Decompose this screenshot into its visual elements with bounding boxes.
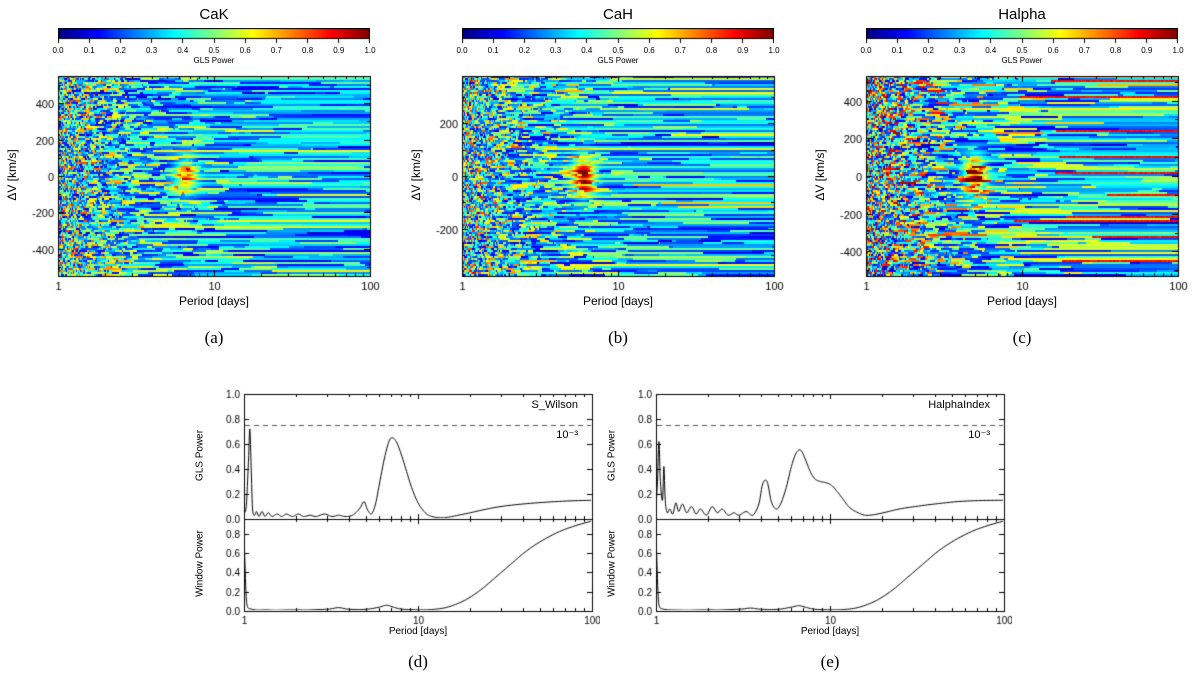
colorbar-tick-label: 1.0 bbox=[364, 46, 376, 55]
colorbar-tick-label: 0.9 bbox=[737, 46, 749, 55]
x-axis-label: Period [days] bbox=[178, 294, 250, 308]
caption: (d) bbox=[408, 652, 428, 671]
panel-swilson: GLS Power Window Power S_Wilson 10⁻³ Per… bbox=[188, 384, 600, 684]
x-axis-label: Period [days] bbox=[582, 294, 654, 308]
panel-cak: CaK 0.0 0.1 0.2 0.3 0.4 0.5 0.6 0.7 0.8 0.9 1.0 GL… bbox=[0, 6, 392, 358]
colorbar-tick-label: 0.4 bbox=[177, 46, 189, 55]
series-annotation: S_Wilson bbox=[531, 399, 578, 411]
colorbar-tick-label: 0.8 bbox=[302, 46, 314, 55]
y-axis-label-gls: GLS Power bbox=[606, 429, 618, 482]
heatmap-row: CaK 0.0 0.1 0.2 0.3 0.4 0.5 0.6 0.7 0.8 0.9 1.0 GL… bbox=[0, 6, 1200, 358]
colorbar-tick-label: 0.4 bbox=[581, 46, 593, 55]
colorbar-tick-label: 0.2 bbox=[922, 46, 934, 55]
colorbar-label: GLS Power bbox=[597, 56, 639, 65]
colorbar-tick-label: 0.0 bbox=[52, 46, 64, 55]
colorbar-tick-label: 0.1 bbox=[487, 46, 499, 55]
colorbar-tick-label: 0.9 bbox=[333, 46, 345, 55]
caption: (a) bbox=[204, 328, 224, 347]
colorbar-tick-label: 0.8 bbox=[706, 46, 718, 55]
panel-halphaindex: GLS Power Window Power HalphaIndex 10⁻³ … bbox=[600, 384, 1012, 684]
periodogram-row: GLS Power Window Power S_Wilson 10⁻³ Per… bbox=[0, 384, 1200, 684]
colorbar bbox=[462, 28, 774, 46]
panel-title: CaK bbox=[199, 6, 229, 23]
colorbar-tick-label: 0.2 bbox=[518, 46, 530, 55]
caption: (c) bbox=[1012, 328, 1032, 347]
y-axis-label: ΔV [km/s] bbox=[5, 149, 19, 201]
y-axis-label-window: Window Power bbox=[194, 530, 206, 597]
colorbar-tick-label: 0.5 bbox=[612, 46, 624, 55]
x-axis-label: Period [days] bbox=[800, 626, 860, 637]
y-axis-label-window: Window Power bbox=[606, 530, 618, 597]
panel-title: Halpha bbox=[998, 6, 1046, 23]
fap-level-label: 10⁻³ bbox=[968, 429, 990, 441]
colorbar-tick-label: 0.7 bbox=[1078, 46, 1090, 55]
colorbar-label: GLS Power bbox=[193, 56, 235, 65]
colorbar-tick-label: 0.3 bbox=[954, 46, 966, 55]
colorbar-tick-label: 0.3 bbox=[146, 46, 158, 55]
caption: (e) bbox=[820, 652, 840, 671]
colorbar-tick-label: 0.4 bbox=[985, 46, 997, 55]
y-axis-label: ΔV [km/s] bbox=[813, 149, 827, 201]
colorbar-tick-label: 0.7 bbox=[674, 46, 686, 55]
heatmap-canvas bbox=[404, 68, 796, 296]
colorbar-tick-label: 0.0 bbox=[456, 46, 468, 55]
y-axis-label: ΔV [km/s] bbox=[409, 149, 423, 201]
colorbar-tick-label: 0.0 bbox=[860, 46, 872, 55]
colorbar-tick-label: 1.0 bbox=[1172, 46, 1184, 55]
panel-title: CaH bbox=[602, 6, 633, 23]
panel-halpha: Halpha 0.0 0.1 0.2 0.3 0.4 0.5 0.6 0.7 0.8 0.9 1.0… bbox=[808, 6, 1200, 358]
colorbar-tick-label: 0.9 bbox=[1141, 46, 1153, 55]
series-annotation: HalphaIndex bbox=[928, 399, 990, 411]
colorbar-tick-label: 0.5 bbox=[208, 46, 220, 55]
colorbar-tick-label: 0.6 bbox=[1047, 46, 1059, 55]
colorbar-tick-label: 0.5 bbox=[1016, 46, 1028, 55]
colorbar-tick-label: 0.2 bbox=[114, 46, 126, 55]
colorbar-tick-label: 0.3 bbox=[550, 46, 562, 55]
colorbar-label: GLS Power bbox=[1001, 56, 1043, 65]
colorbar bbox=[866, 28, 1178, 46]
colorbar-tick-labels: 0.0 0.1 0.2 0.3 0.4 0.5 0.6 0.7 0.8 0.9 1.0 bbox=[456, 46, 779, 56]
heatmap-canvas bbox=[0, 68, 392, 296]
heatmap-canvas bbox=[808, 68, 1200, 296]
colorbar-tick-label: 0.1 bbox=[83, 46, 95, 55]
colorbar-tick-label: 0.8 bbox=[1110, 46, 1122, 55]
fap-level-label: 10⁻³ bbox=[556, 429, 578, 441]
x-axis-label: Period [days] bbox=[986, 294, 1058, 308]
caption: (b) bbox=[608, 328, 628, 347]
y-axis-label-gls: GLS Power bbox=[194, 429, 206, 482]
colorbar-tick-labels: 0.0 0.1 0.2 0.3 0.4 0.5 0.6 0.7 0.8 0.9 1.0 bbox=[860, 46, 1183, 56]
colorbar-tick-label: 1.0 bbox=[768, 46, 780, 55]
colorbar bbox=[58, 28, 370, 46]
periodogram-canvas bbox=[188, 384, 600, 636]
colorbar-tick-label: 0.6 bbox=[643, 46, 655, 55]
x-axis-label: Period [days] bbox=[388, 626, 448, 637]
colorbar-tick-label: 0.1 bbox=[891, 46, 903, 55]
periodogram-canvas bbox=[600, 384, 1012, 636]
colorbar-tick-label: 0.6 bbox=[239, 46, 251, 55]
colorbar-tick-label: 0.7 bbox=[270, 46, 282, 55]
panel-cah: CaH 0.0 0.1 0.2 0.3 0.4 0.5 0.6 0.7 0.8 0.9 1.0 GL… bbox=[404, 6, 796, 358]
colorbar-tick-labels: 0.0 0.1 0.2 0.3 0.4 0.5 0.6 0.7 0.8 0.9 1.0 bbox=[52, 46, 375, 56]
